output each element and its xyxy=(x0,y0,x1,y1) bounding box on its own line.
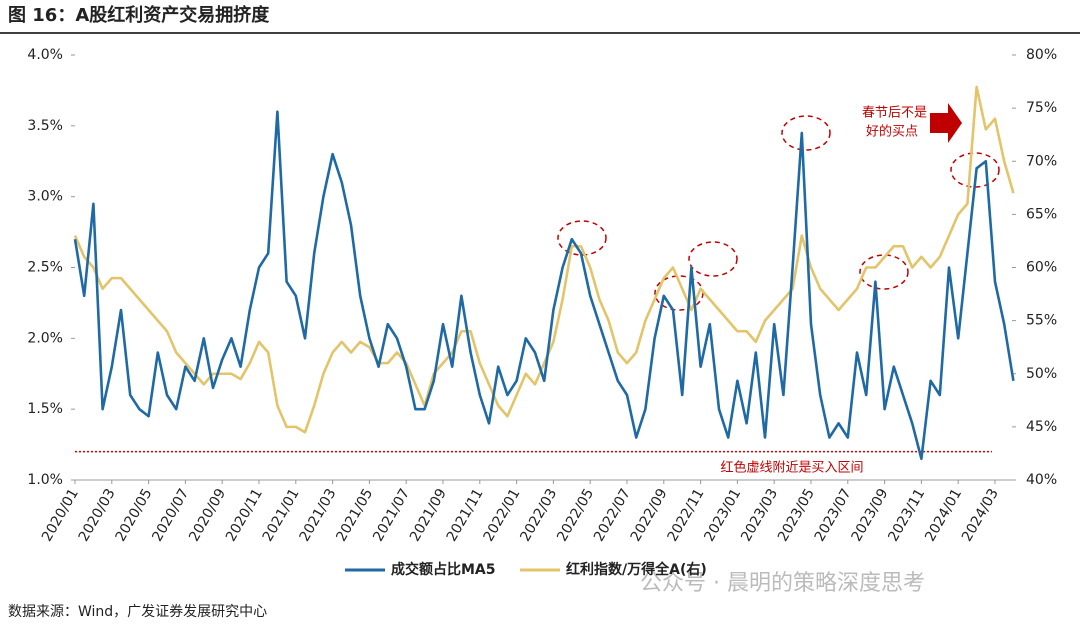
y2-tick-label: 40% xyxy=(1026,472,1057,488)
legend-label: 红利指数/万得全A(右) xyxy=(566,561,707,578)
y2-tick-label: 55% xyxy=(1026,313,1057,329)
y-tick-label: 1.0% xyxy=(27,472,63,488)
y2-tick-label: 60% xyxy=(1026,260,1057,276)
annotation: 红色虚线附近是买入区间 xyxy=(720,460,863,476)
source: 数据来源：Wind，广发证券发展研究中心 xyxy=(8,604,267,620)
highlight-circles xyxy=(557,115,1000,311)
series-line xyxy=(73,110,1015,461)
arrow xyxy=(930,103,962,143)
series-line xyxy=(73,85,1015,434)
annotation: 好的买点 xyxy=(866,124,918,140)
y2-tick-label: 75% xyxy=(1026,100,1057,116)
x-tick-label: 2024/03 xyxy=(959,486,1002,544)
watermark: 公众号 · 晨明的策略深度思考 xyxy=(640,571,925,596)
y-tick-label: 2.0% xyxy=(27,330,63,346)
y-tick-label: 2.5% xyxy=(27,260,63,276)
y2-tick-label: 80% xyxy=(1026,47,1057,63)
legend-label: 成交额占比MA5 xyxy=(391,561,496,578)
y2-tick-label: 45% xyxy=(1026,419,1057,435)
y2-tick-label: 70% xyxy=(1026,153,1057,169)
y2-tick-label: 65% xyxy=(1026,206,1057,222)
y-tick-label: 3.0% xyxy=(27,189,63,205)
y-tick-label: 3.5% xyxy=(27,118,63,134)
y-tick-label: 1.5% xyxy=(27,401,63,417)
annotation: 春节后不是 xyxy=(862,106,927,121)
y2-tick-label: 50% xyxy=(1026,366,1057,382)
y-tick-label: 4.0% xyxy=(27,47,63,63)
chart-title: 图 16：A股红利资产交易拥挤度 xyxy=(8,4,270,26)
